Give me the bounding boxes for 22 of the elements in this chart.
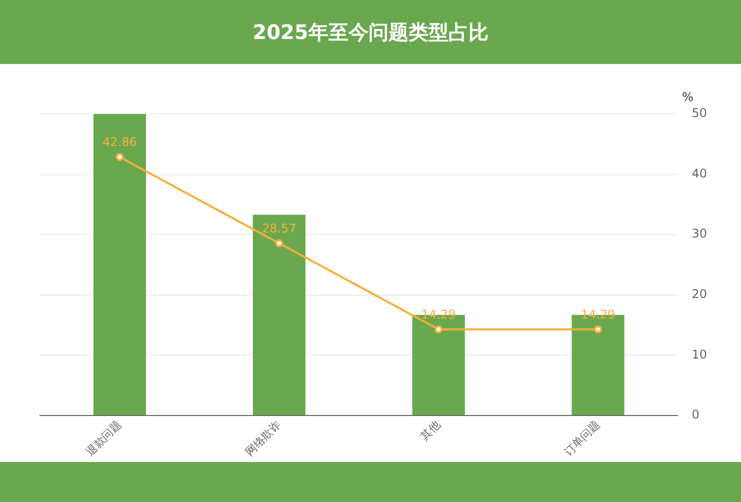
data-label: 14.29: [421, 307, 456, 322]
point: [434, 325, 443, 334]
x-tick-label: 订单问题: [562, 418, 602, 458]
bar: [93, 114, 146, 416]
point: [594, 325, 602, 334]
chart-title: 2025年至今问题类型占比: [0, 0, 741, 64]
y-tick-label: 30: [692, 226, 708, 241]
y-axis-title: %: [682, 90, 694, 104]
point: [116, 153, 124, 162]
x-tick-label: 其他: [418, 418, 443, 443]
y-tick-label: 0: [692, 408, 700, 422]
bar: [252, 214, 306, 416]
x-tick-label: 退款问题: [84, 418, 124, 458]
y-tick-label: 20: [692, 287, 708, 302]
y-tick-label: 40: [692, 166, 708, 180]
point: [275, 239, 284, 248]
data-label: 14.29: [580, 307, 616, 322]
y-tick-label: 10: [692, 347, 708, 362]
y-tick-label: 50: [692, 106, 708, 120]
data-label: 42.86: [102, 135, 137, 150]
data-label: 28.57: [262, 221, 296, 236]
x-tick-label: 网络欺诈: [242, 418, 284, 458]
